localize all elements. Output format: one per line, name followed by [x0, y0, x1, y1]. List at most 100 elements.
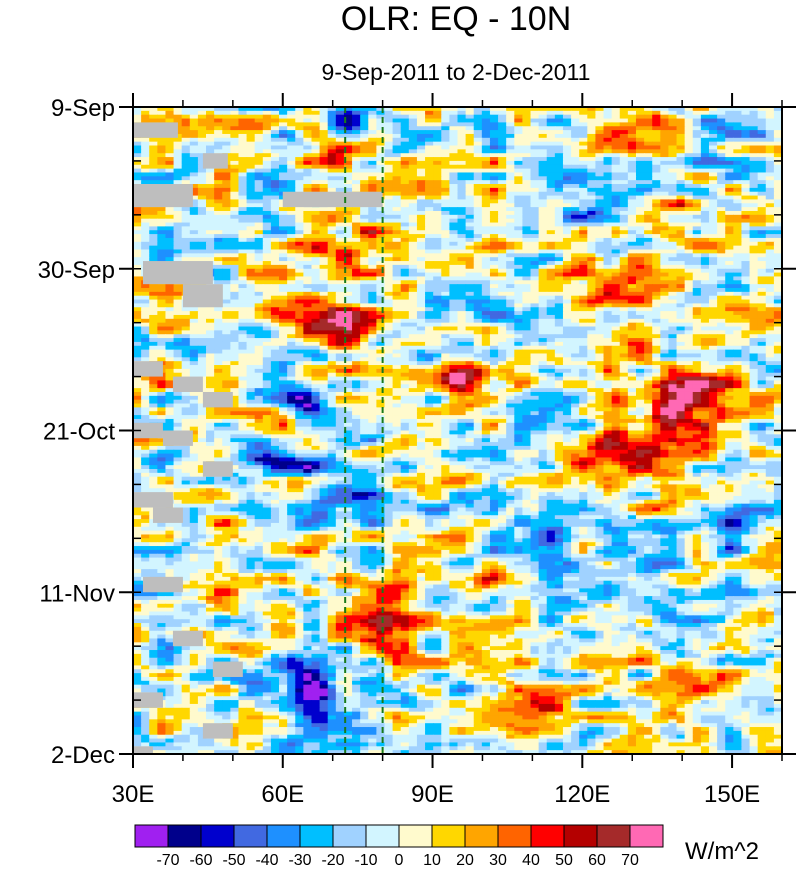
olr-cell-r58-c16: [262, 330, 272, 335]
olr-cell-r21-c7: [189, 187, 199, 193]
olr-cell-r4-c17: [270, 122, 280, 127]
olr-cell-r0-c77: [757, 107, 767, 112]
olr-cell-r8-c23: [319, 137, 329, 143]
olr-cell-r28-c45: [498, 214, 507, 220]
olr-cell-r35-c72: [717, 241, 726, 247]
olr-cell-r26-c45: [498, 207, 507, 212]
olr-cell-r16-c2: [149, 168, 158, 174]
olr-cell-r27-c15: [254, 210, 264, 216]
olr-cell-r57-c63: [644, 326, 653, 331]
olr-cell-r9-c76: [749, 141, 759, 147]
olr-cell-r61-c62: [635, 341, 645, 347]
olr-cell-r8-c54: [571, 137, 580, 143]
olr-cell-r26-c67: [676, 207, 686, 212]
olr-cell-r41-c30: [376, 264, 386, 270]
olr-cell-r30-c76: [749, 222, 759, 227]
olr-cell-r4-c48: [522, 122, 532, 127]
olr-cell-r15-c49: [530, 164, 540, 170]
olr-cell-r28-c5: [173, 214, 183, 220]
olr-cell-r57-c17: [270, 326, 280, 331]
olr-cell-r17-c38: [441, 172, 450, 177]
olr-cell-r3-c8: [197, 118, 207, 123]
olr-cell-r44-c72: [717, 276, 726, 281]
olr-cell-r18-c48: [522, 176, 532, 181]
olr-cell-r19-c47: [514, 180, 523, 185]
olr-cell-r52-c60: [619, 307, 629, 312]
olr-cell-r36-c32: [392, 245, 402, 251]
olr-cell-r38-c16: [262, 253, 272, 258]
olr-cell-r43-c33: [400, 272, 410, 278]
olr-cell-r20-c20: [295, 184, 304, 189]
olr-cell-r58-c40: [457, 330, 467, 335]
olr-cell-r50-c34: [408, 299, 418, 305]
olr-cell-r29-c53: [562, 218, 572, 224]
olr-cell-r2-c77: [757, 114, 767, 120]
olr-cell-r56-c21: [303, 322, 313, 328]
olr-cell-r5-c10: [214, 126, 223, 131]
olr-cell-r13-c7: [189, 157, 199, 162]
olr-cell-r10-c79: [773, 145, 783, 150]
olr-cell-r19-c24: [327, 180, 337, 185]
olr-cell-r53-c56: [587, 311, 597, 316]
olr-cell-r2-c79: [773, 114, 783, 120]
olr-cell-r34-c21: [303, 237, 313, 243]
olr-cell-r14-c55: [579, 160, 588, 166]
olr-cell-r19-c20: [295, 180, 304, 185]
olr-cell-r1-c57: [595, 110, 605, 116]
olr-cell-r55-c43: [481, 318, 491, 324]
olr-cell-r22-c48: [522, 191, 532, 197]
olr-cell-r57-c45: [498, 326, 507, 331]
olr-cell-r33-c70: [700, 234, 710, 239]
olr-cell-r52-c12: [230, 307, 240, 312]
olr-cell-r53-c36: [425, 311, 434, 316]
olr-cell-r27-c43: [481, 210, 491, 216]
olr-cell-r59-c73: [725, 334, 734, 339]
olr-cell-r15-c77: [757, 164, 767, 170]
olr-cell-r27-c21: [303, 210, 313, 216]
olr-cell-r12-c69: [692, 153, 702, 158]
olr-cell-r17-c1: [141, 172, 150, 177]
olr-cell-r29-c18: [279, 218, 288, 224]
olr-cell-r37-c20: [295, 249, 304, 254]
olr-cell-r2-c0: [133, 114, 142, 120]
olr-cell-r45-c73: [725, 280, 734, 285]
olr-cell-r17-c34: [408, 172, 418, 177]
olr-cell-r4-c10: [214, 122, 223, 127]
olr-cell-r10-c19: [287, 145, 296, 150]
olr-cell-r40-c18: [279, 261, 288, 266]
olr-cell-r28-c16: [262, 214, 272, 220]
olr-cell-r43-c54: [571, 272, 580, 278]
olr-cell-r45-c67: [676, 280, 686, 285]
olr-cell-r33-c54: [571, 234, 580, 239]
olr-cell-r3-c61: [627, 118, 637, 123]
olr-cell-r59-c51: [546, 334, 556, 339]
olr-cell-r45-c30: [376, 280, 386, 285]
olr-cell-r27-c62: [635, 210, 645, 216]
olr-cell-r2-c41: [465, 114, 475, 120]
olr-cell-r37-c18: [279, 249, 288, 254]
olr-cell-r12-c23: [319, 153, 329, 158]
olr-cell-r60-c20: [295, 338, 304, 343]
olr-cell-r41-c71: [708, 264, 718, 270]
olr-cell-r0-c39: [449, 107, 459, 112]
olr-cell-r48-c34: [408, 291, 418, 297]
olr-cell-r33-c47: [514, 234, 523, 239]
olr-cell-r29-c76: [749, 218, 759, 224]
olr-cell-r11-c62: [635, 149, 645, 154]
olr-cell-r7-c32: [392, 133, 402, 139]
olr-cell-r57-c5: [173, 326, 183, 331]
olr-cell-r39-c58: [603, 257, 613, 262]
olr-cell-r4-c43: [481, 122, 491, 127]
olr-cell-r18-c24: [327, 176, 337, 181]
olr-cell-r47-c59: [611, 288, 621, 293]
olr-cell-r11-c14: [246, 149, 256, 154]
olr-cell-r13-c32: [392, 157, 402, 162]
olr-cell-r32-c47: [514, 230, 523, 235]
olr-cell-r47-c15: [254, 288, 264, 293]
olr-cell-r33-c46: [506, 234, 515, 239]
olr-cell-r8-c22: [311, 137, 321, 143]
olr-cell-r36-c57: [595, 245, 605, 251]
olr-cell-r34-c62: [635, 237, 645, 243]
olr-cell-r12-c61: [627, 153, 637, 158]
olr-cell-r1-c23: [319, 110, 329, 116]
